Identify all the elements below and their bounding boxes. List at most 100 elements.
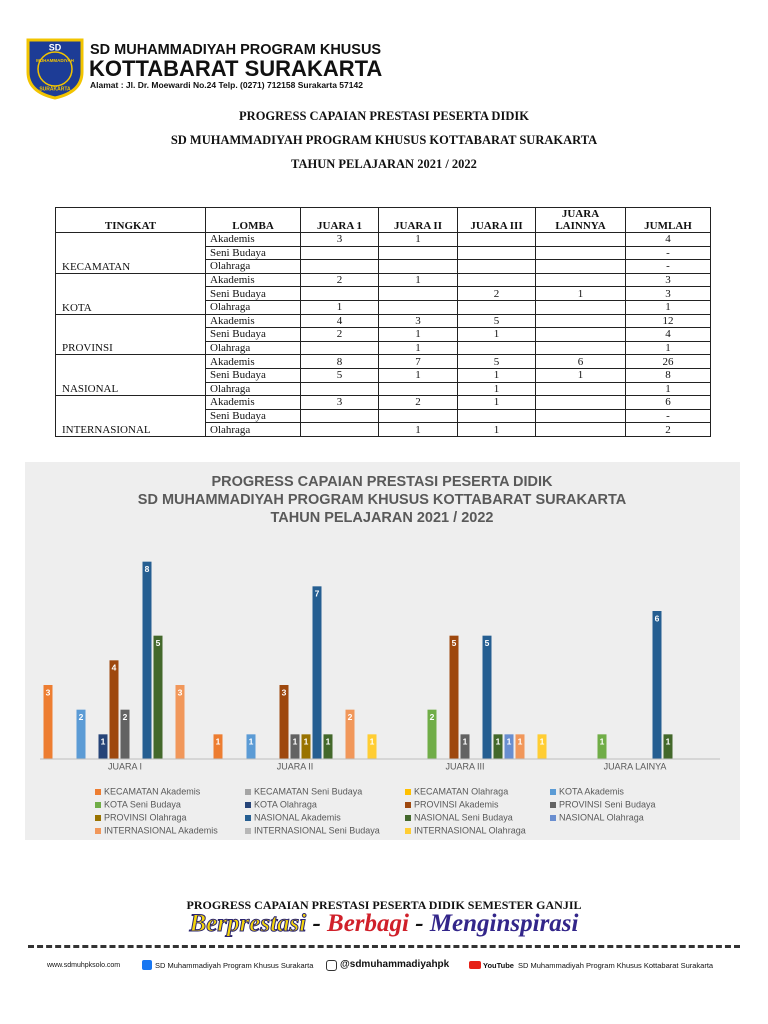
- achievement-table: TINGKAT LOMBA JUARA 1 JUARA II JUARA III JUAR…: [55, 207, 711, 437]
- table-row: Olahraga 1 1 2: [56, 422, 711, 437]
- instagram-icon: [326, 960, 337, 971]
- value-cell: [457, 299, 536, 315]
- data-label: 1: [326, 737, 331, 747]
- legend-label: INTERNASIONAL Seni Budaya: [254, 825, 380, 835]
- value-cell: 5: [300, 367, 379, 383]
- facebook-link: SD Muhammadiyah Program Khusus Surakarta: [155, 961, 314, 970]
- value-cell: [378, 286, 458, 301]
- value-cell: 1: [457, 381, 536, 397]
- data-label: 5: [156, 638, 161, 648]
- bar: [290, 734, 300, 759]
- value-cell: 2: [300, 272, 379, 288]
- legend-label: PROVINSI Akademis: [414, 799, 499, 809]
- column-header-text: TINGKAT: [104, 220, 157, 232]
- value-cell: 5: [457, 354, 536, 369]
- value-cell: -: [625, 408, 711, 424]
- table-row: INTERNASIONAL Akademis 3 2 1 6: [55, 395, 711, 437]
- slogan-word: Berprestasi: [189, 910, 307, 938]
- value-cell: 1: [535, 367, 626, 383]
- slogan-word: Berbagi: [327, 910, 409, 937]
- bar: [345, 709, 355, 759]
- facebook-icon: [142, 960, 152, 970]
- data-label: 3: [46, 687, 51, 697]
- legend-swatch: [550, 802, 556, 808]
- bar: [367, 734, 377, 759]
- value-cell: 1: [457, 422, 536, 437]
- youtube-link: SD Muhammadiyah Program Khusus Kottabara…: [518, 961, 714, 970]
- column-header: JUMLAH: [625, 207, 711, 233]
- value-cell: 4: [625, 232, 711, 247]
- data-label: 1: [518, 737, 523, 747]
- legend-swatch: [550, 789, 556, 795]
- legend-label: INTERNASIONAL Olahraga: [414, 825, 526, 835]
- bar: [323, 734, 333, 759]
- tingkat-cell: NASIONAL: [55, 354, 206, 397]
- value-cell: [535, 245, 626, 261]
- legend-label: KOTA Akademis: [559, 786, 624, 796]
- data-label: 1: [540, 737, 545, 747]
- bar: [153, 635, 163, 759]
- table-row: Olahraga 1 1: [56, 299, 711, 315]
- value-cell: -: [625, 245, 711, 261]
- tingkat-cell: KOTA: [55, 272, 206, 315]
- column-header: LOMBA: [205, 207, 301, 233]
- value-cell: [457, 232, 536, 247]
- tingkat-cell: PROVINSI: [55, 313, 206, 356]
- value-cell: [535, 327, 626, 342]
- value-cell: 2: [457, 286, 536, 301]
- data-label: 4: [112, 663, 117, 673]
- value-cell: [457, 272, 536, 288]
- school-name: SD MUHAMMADIYAH PROGRAM KHUSUS: [90, 42, 382, 58]
- bar: [537, 734, 547, 759]
- legend-swatch: [95, 802, 101, 808]
- value-cell: 1: [625, 340, 711, 356]
- value-cell: 1: [378, 367, 458, 383]
- bar: [109, 660, 119, 759]
- divider: [28, 945, 740, 948]
- x-tick-label: JUARA I: [108, 761, 142, 771]
- data-label: 2: [79, 712, 84, 722]
- table-row: Seni Budaya -: [56, 245, 711, 261]
- value-cell: 3: [300, 395, 379, 410]
- legend-label: INTERNASIONAL Akademis: [104, 825, 218, 835]
- data-label: 7: [315, 589, 320, 599]
- table-row: Seni Budaya -: [56, 408, 711, 424]
- value-cell: 1: [378, 232, 458, 247]
- bar: [427, 709, 437, 759]
- value-cell: 1: [535, 286, 626, 301]
- x-tick-label: JUARA LAINYA: [604, 761, 667, 771]
- value-cell: 3: [625, 272, 711, 288]
- data-label: 2: [348, 712, 353, 722]
- lomba-cell: Akademis: [205, 395, 301, 410]
- table-row: Olahraga -: [56, 259, 711, 274]
- value-cell: 1: [457, 395, 536, 410]
- doc-title: PROGRESS CAPAIAN PRESTASI PESERTA DIDIK: [239, 109, 529, 123]
- value-cell: [300, 286, 379, 301]
- bar: [652, 611, 662, 759]
- table-row: Seni Budaya 2 1 1 4: [56, 327, 711, 342]
- value-cell: [300, 245, 379, 261]
- slogan-sep: -: [312, 910, 321, 937]
- value-cell: 1: [457, 367, 536, 383]
- column-header-text: JUARA III: [470, 220, 523, 232]
- data-label: 1: [600, 737, 605, 747]
- value-cell: [535, 422, 626, 437]
- data-label: 5: [485, 638, 490, 648]
- value-cell: 1: [378, 327, 458, 342]
- logo-ring: [37, 51, 73, 87]
- value-cell: 3: [378, 313, 458, 329]
- bar: [493, 734, 503, 759]
- data-label: 1: [463, 737, 468, 747]
- bar: [515, 734, 525, 759]
- bar: [504, 734, 514, 759]
- value-cell: [535, 381, 626, 397]
- legend-label: KECAMATAN Akademis: [104, 786, 201, 796]
- value-cell: 2: [378, 395, 458, 410]
- bar: [43, 685, 53, 759]
- data-label: 2: [123, 712, 128, 722]
- legend-swatch: [245, 789, 251, 795]
- value-cell: 3: [300, 232, 379, 247]
- legend-label: PROVINSI Seni Budaya: [559, 799, 656, 809]
- value-cell: 1: [378, 422, 458, 437]
- table-row: KOTA Akademis 2 1 3: [55, 272, 711, 315]
